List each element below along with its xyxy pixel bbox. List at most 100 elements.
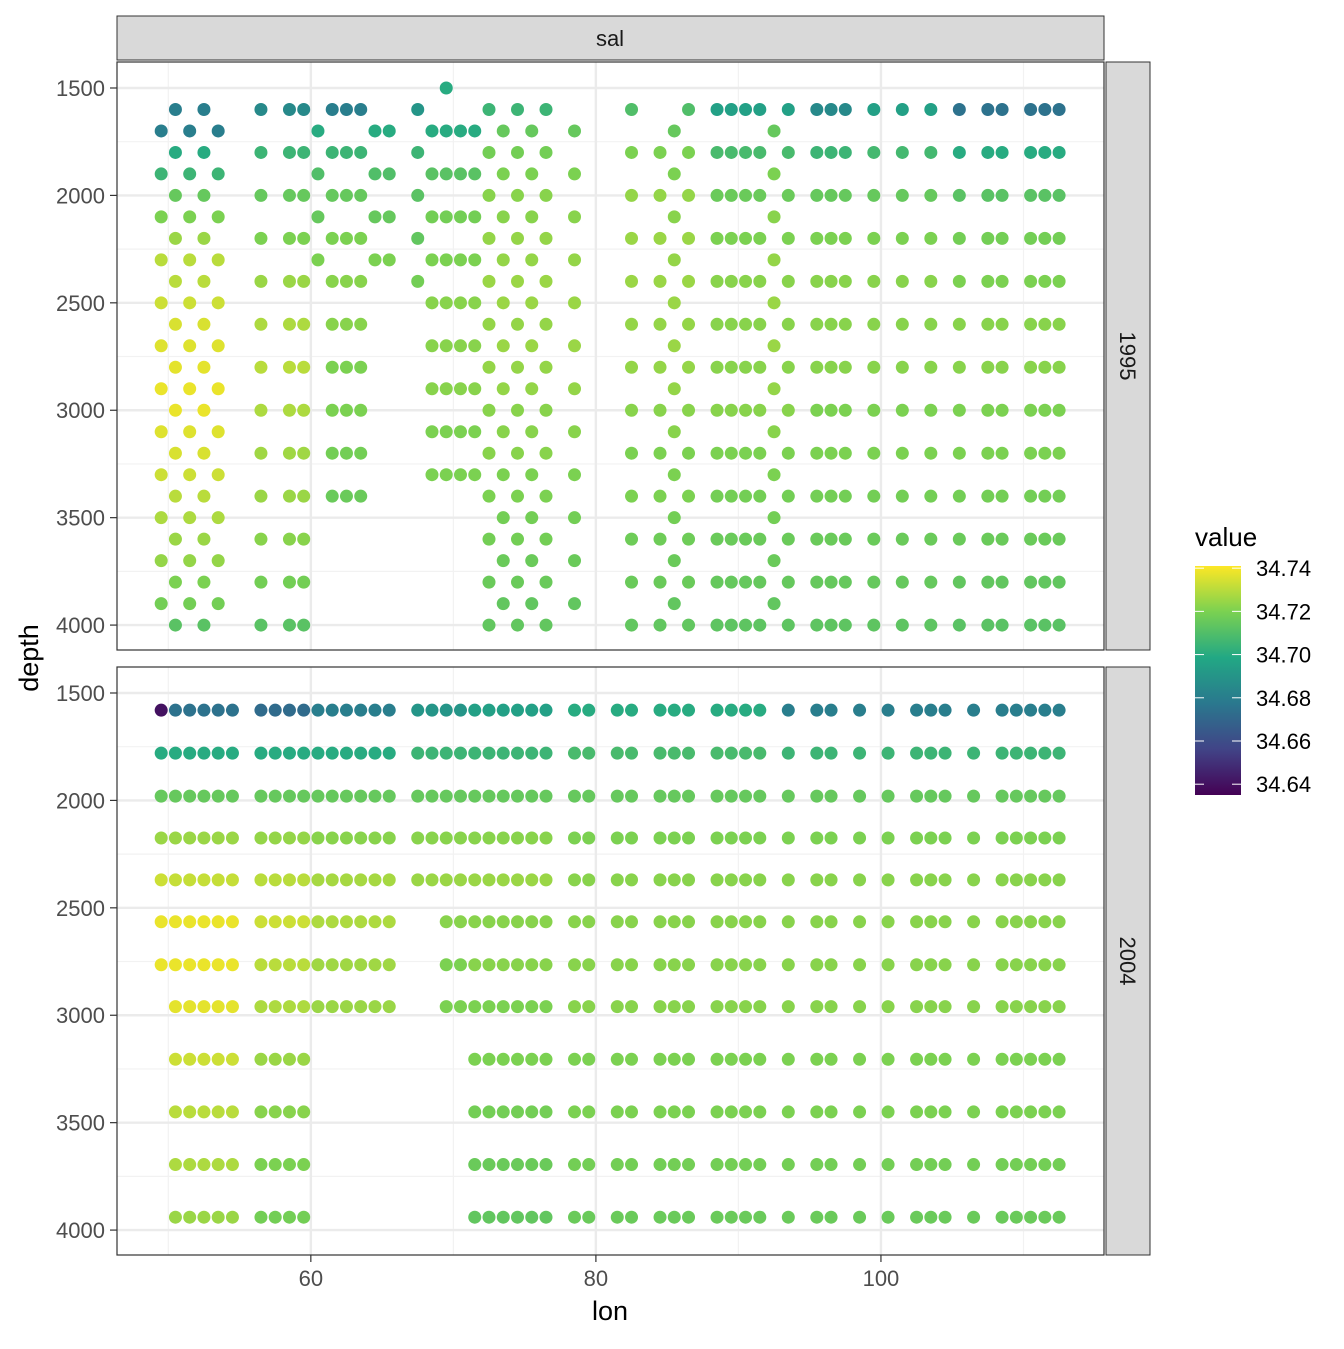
data-point [282,873,296,887]
data-point [496,296,510,310]
data-point [881,958,895,972]
data-point [1052,489,1066,503]
data-point [895,446,909,460]
data-point [525,382,539,396]
data-point [924,1105,938,1119]
data-point [425,831,439,845]
data-point [824,618,838,632]
data-point [838,145,852,159]
data-point [453,746,467,760]
data-point [682,360,696,374]
data-point [354,746,368,760]
data-point [197,360,211,374]
data-point [667,167,681,181]
data-point [525,746,539,760]
data-point [297,1158,311,1172]
data-point [511,1105,525,1119]
data-point [325,102,339,116]
data-point [197,145,211,159]
data-point [952,446,966,460]
data-point [197,618,211,632]
data-point [824,231,838,245]
data-point [568,1052,582,1066]
data-point [382,703,396,717]
data-point [183,167,197,181]
data-point [710,446,724,460]
data-point [183,1105,197,1119]
data-point [168,317,182,331]
data-point [1024,489,1038,503]
data-point [724,1000,738,1014]
data-point [297,188,311,202]
data-point [1024,446,1038,460]
data-point [853,703,867,717]
data-point [810,915,824,929]
data-point [582,1158,596,1172]
data-point [853,1052,867,1066]
data-point [525,1052,539,1066]
data-point [382,210,396,224]
data-point [297,618,311,632]
data-point [810,873,824,887]
data-point [339,102,353,116]
data-point [625,1052,639,1066]
data-point [453,296,467,310]
data-point [625,703,639,717]
data-point [382,253,396,267]
data-point [211,210,225,224]
data-point [525,958,539,972]
data-point [1038,575,1052,589]
data-point [625,915,639,929]
data-point [724,489,738,503]
data-point [183,382,197,396]
data-point [511,789,525,803]
data-point [325,446,339,460]
data-point [197,317,211,331]
data-point [482,403,496,417]
data-point [625,231,639,245]
data-point [311,703,325,717]
data-point [753,1210,767,1224]
data-point [482,532,496,546]
data-point [325,489,339,503]
data-point [539,873,553,887]
data-point [995,360,1009,374]
data-point [967,873,981,887]
data-point [368,873,382,887]
data-point [1052,618,1066,632]
data-point [967,789,981,803]
data-point [753,915,767,929]
data-point [625,789,639,803]
panel-2004: 1500 2000 2500 3000 3500 4000 2004 [56,666,1151,1256]
data-point [453,915,467,929]
data-point [995,746,1009,760]
data-point [625,1210,639,1224]
data-point [268,1000,282,1014]
data-point [339,703,353,717]
data-point [625,958,639,972]
data-point [254,958,268,972]
data-point [297,532,311,546]
data-point [625,831,639,845]
data-point [853,746,867,760]
data-point [297,1210,311,1224]
data-point [525,789,539,803]
data-point [154,597,168,611]
data-point [482,360,496,374]
data-point [767,425,781,439]
data-point [496,124,510,138]
data-point [539,915,553,929]
data-point [924,446,938,460]
data-point [1024,958,1038,972]
data-point [168,873,182,887]
data-point [268,1105,282,1119]
data-point [924,703,938,717]
data-point [354,489,368,503]
data-point [525,511,539,525]
data-point [197,231,211,245]
data-point [781,317,795,331]
data-point [724,274,738,288]
data-point [739,1105,753,1119]
data-point [824,317,838,331]
data-point [254,1210,268,1224]
